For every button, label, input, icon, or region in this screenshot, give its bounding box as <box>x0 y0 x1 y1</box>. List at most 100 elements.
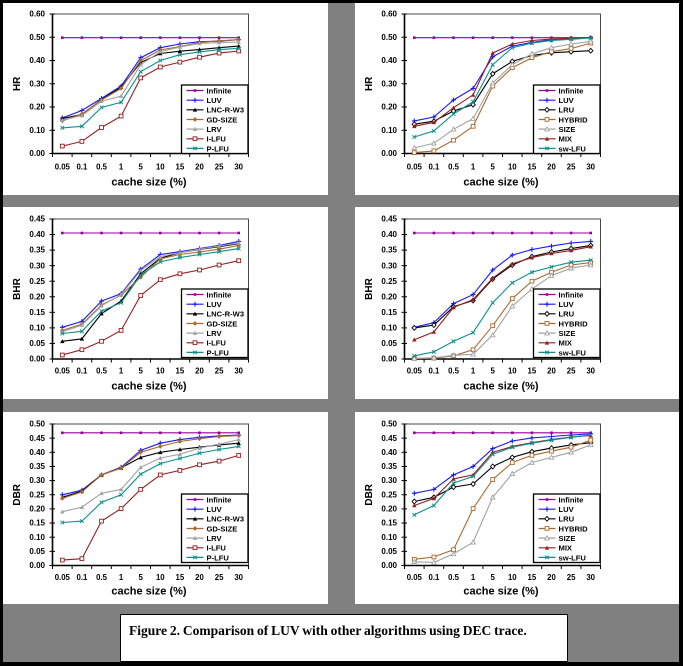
svg-text:0.15: 0.15 <box>29 519 45 528</box>
svg-text:0.35: 0.35 <box>381 462 397 471</box>
svg-text:0.40: 0.40 <box>29 56 45 65</box>
svg-text:1: 1 <box>471 162 476 171</box>
svg-text:LRV: LRV <box>207 329 223 338</box>
svg-text:0.30: 0.30 <box>381 79 397 88</box>
svg-text:0.10: 0.10 <box>381 323 397 332</box>
svg-text:0.60: 0.60 <box>29 10 45 19</box>
svg-text:0.45: 0.45 <box>29 215 45 224</box>
svg-text:HYBRID: HYBRID <box>559 115 589 124</box>
svg-text:20: 20 <box>195 162 204 171</box>
svg-text:0.50: 0.50 <box>29 33 45 42</box>
svg-text:cache size (%): cache size (%) <box>111 177 187 189</box>
svg-text:MIX: MIX <box>559 135 573 144</box>
svg-text:I-LFU: I-LFU <box>207 339 227 348</box>
svg-text:0.10: 0.10 <box>29 126 45 135</box>
svg-text:cache size (%): cache size (%) <box>111 381 187 393</box>
svg-text:0.20: 0.20 <box>381 292 397 301</box>
svg-text:15: 15 <box>176 573 185 582</box>
svg-text:MIX: MIX <box>559 339 573 348</box>
svg-text:30: 30 <box>586 573 595 582</box>
svg-text:SIZE: SIZE <box>559 329 576 338</box>
svg-text:0.40: 0.40 <box>29 448 45 457</box>
svg-text:0.05: 0.05 <box>29 339 45 348</box>
svg-text:SIZE: SIZE <box>559 534 576 543</box>
svg-text:5: 5 <box>491 162 496 171</box>
svg-text:LUV: LUV <box>559 300 575 309</box>
svg-text:15: 15 <box>528 367 537 376</box>
svg-text:P-LFU: P-LFU <box>207 348 230 357</box>
svg-text:5: 5 <box>491 573 496 582</box>
svg-text:20: 20 <box>547 162 556 171</box>
svg-text:1: 1 <box>119 573 124 582</box>
svg-text:sw-LFU: sw-LFU <box>559 348 587 357</box>
svg-text:20: 20 <box>547 367 556 376</box>
svg-text:I-LFU: I-LFU <box>207 544 227 553</box>
svg-text:0.00: 0.00 <box>381 149 397 158</box>
svg-text:0.45: 0.45 <box>381 434 397 443</box>
svg-text:sw-LFU: sw-LFU <box>559 144 587 153</box>
svg-text:0.15: 0.15 <box>29 308 45 317</box>
svg-text:Infinite: Infinite <box>559 86 584 95</box>
svg-text:0.50: 0.50 <box>381 420 397 429</box>
svg-text:0.15: 0.15 <box>381 519 397 528</box>
svg-text:25: 25 <box>215 162 224 171</box>
svg-text:0.20: 0.20 <box>381 505 397 514</box>
svg-text:0.40: 0.40 <box>29 230 45 239</box>
svg-text:Infinite: Infinite <box>559 290 584 299</box>
svg-text:LUV: LUV <box>207 300 223 309</box>
svg-text:30: 30 <box>586 367 595 376</box>
svg-text:0.05: 0.05 <box>407 162 423 171</box>
svg-text:20: 20 <box>195 573 204 582</box>
svg-text:10: 10 <box>508 162 517 171</box>
svg-text:0.5: 0.5 <box>96 162 108 171</box>
svg-text:0.00: 0.00 <box>29 561 45 570</box>
svg-text:0.35: 0.35 <box>29 246 45 255</box>
svg-text:0.5: 0.5 <box>448 162 460 171</box>
svg-text:0.05: 0.05 <box>381 547 397 556</box>
svg-text:GD-SIZE: GD-SIZE <box>207 319 238 328</box>
svg-text:0.00: 0.00 <box>29 149 45 158</box>
svg-text:0.25: 0.25 <box>381 490 397 499</box>
svg-text:0.5: 0.5 <box>96 367 108 376</box>
svg-text:HR: HR <box>364 76 375 91</box>
svg-text:LRV: LRV <box>207 125 223 134</box>
svg-text:0.35: 0.35 <box>29 462 45 471</box>
svg-text:30: 30 <box>234 573 243 582</box>
svg-text:0.10: 0.10 <box>381 533 397 542</box>
svg-text:LRV: LRV <box>207 534 223 543</box>
svg-text:0.00: 0.00 <box>381 561 397 570</box>
svg-text:cache size (%): cache size (%) <box>463 586 539 598</box>
svg-text:DBR: DBR <box>12 483 23 505</box>
svg-text:LNC-R-W3: LNC-R-W3 <box>207 106 245 115</box>
svg-text:0.05: 0.05 <box>407 367 423 376</box>
svg-text:1: 1 <box>471 367 476 376</box>
svg-text:HR: HR <box>12 76 23 91</box>
svg-text:cache size (%): cache size (%) <box>463 381 539 393</box>
svg-text:0.5: 0.5 <box>448 367 460 376</box>
svg-text:Infinite: Infinite <box>559 495 584 504</box>
svg-text:HYBRID: HYBRID <box>559 524 589 533</box>
svg-text:5: 5 <box>139 367 144 376</box>
svg-text:LNC-R-W3: LNC-R-W3 <box>207 310 245 319</box>
svg-text:0.1: 0.1 <box>76 573 88 582</box>
svg-text:5: 5 <box>139 162 144 171</box>
svg-text:30: 30 <box>586 162 595 171</box>
svg-text:30: 30 <box>234 367 243 376</box>
svg-text:0.1: 0.1 <box>76 367 88 376</box>
svg-text:15: 15 <box>176 367 185 376</box>
svg-text:LRU: LRU <box>559 106 575 115</box>
svg-text:25: 25 <box>567 573 576 582</box>
svg-text:LNC-R-W3: LNC-R-W3 <box>207 515 245 524</box>
svg-text:25: 25 <box>215 573 224 582</box>
svg-text:25: 25 <box>215 367 224 376</box>
svg-text:0.20: 0.20 <box>29 103 45 112</box>
svg-text:20: 20 <box>195 367 204 376</box>
svg-text:0.05: 0.05 <box>55 573 71 582</box>
svg-text:LRU: LRU <box>559 310 575 319</box>
svg-text:0.5: 0.5 <box>96 573 108 582</box>
svg-text:0.25: 0.25 <box>29 277 45 286</box>
svg-text:BHR: BHR <box>12 277 23 299</box>
svg-text:0.25: 0.25 <box>29 490 45 499</box>
svg-text:0.1: 0.1 <box>428 367 440 376</box>
svg-text:BHR: BHR <box>364 277 375 299</box>
